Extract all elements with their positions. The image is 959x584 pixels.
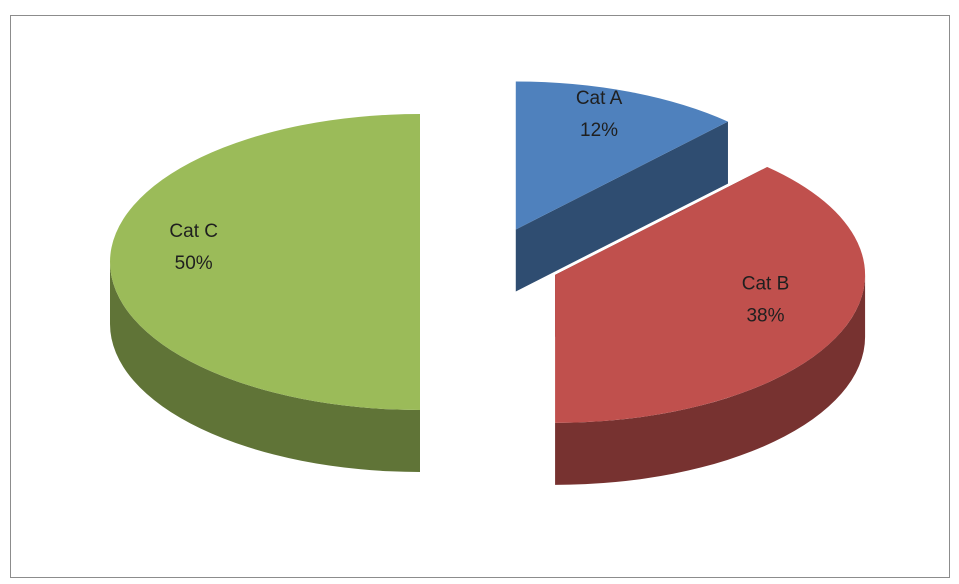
data-label-value: 12% xyxy=(580,120,618,141)
data-label-category: Cat C xyxy=(169,221,218,242)
slice xyxy=(515,81,728,230)
slice xyxy=(110,114,420,410)
slice xyxy=(555,166,866,423)
data-label-category: Cat A xyxy=(576,88,623,109)
data-label-category: Cat B xyxy=(742,274,790,295)
data-label-value: 50% xyxy=(175,253,213,274)
data-label-value: 38% xyxy=(746,306,784,327)
slice-wall xyxy=(555,274,866,485)
slice-wall xyxy=(110,262,420,472)
slice-side xyxy=(515,121,728,292)
